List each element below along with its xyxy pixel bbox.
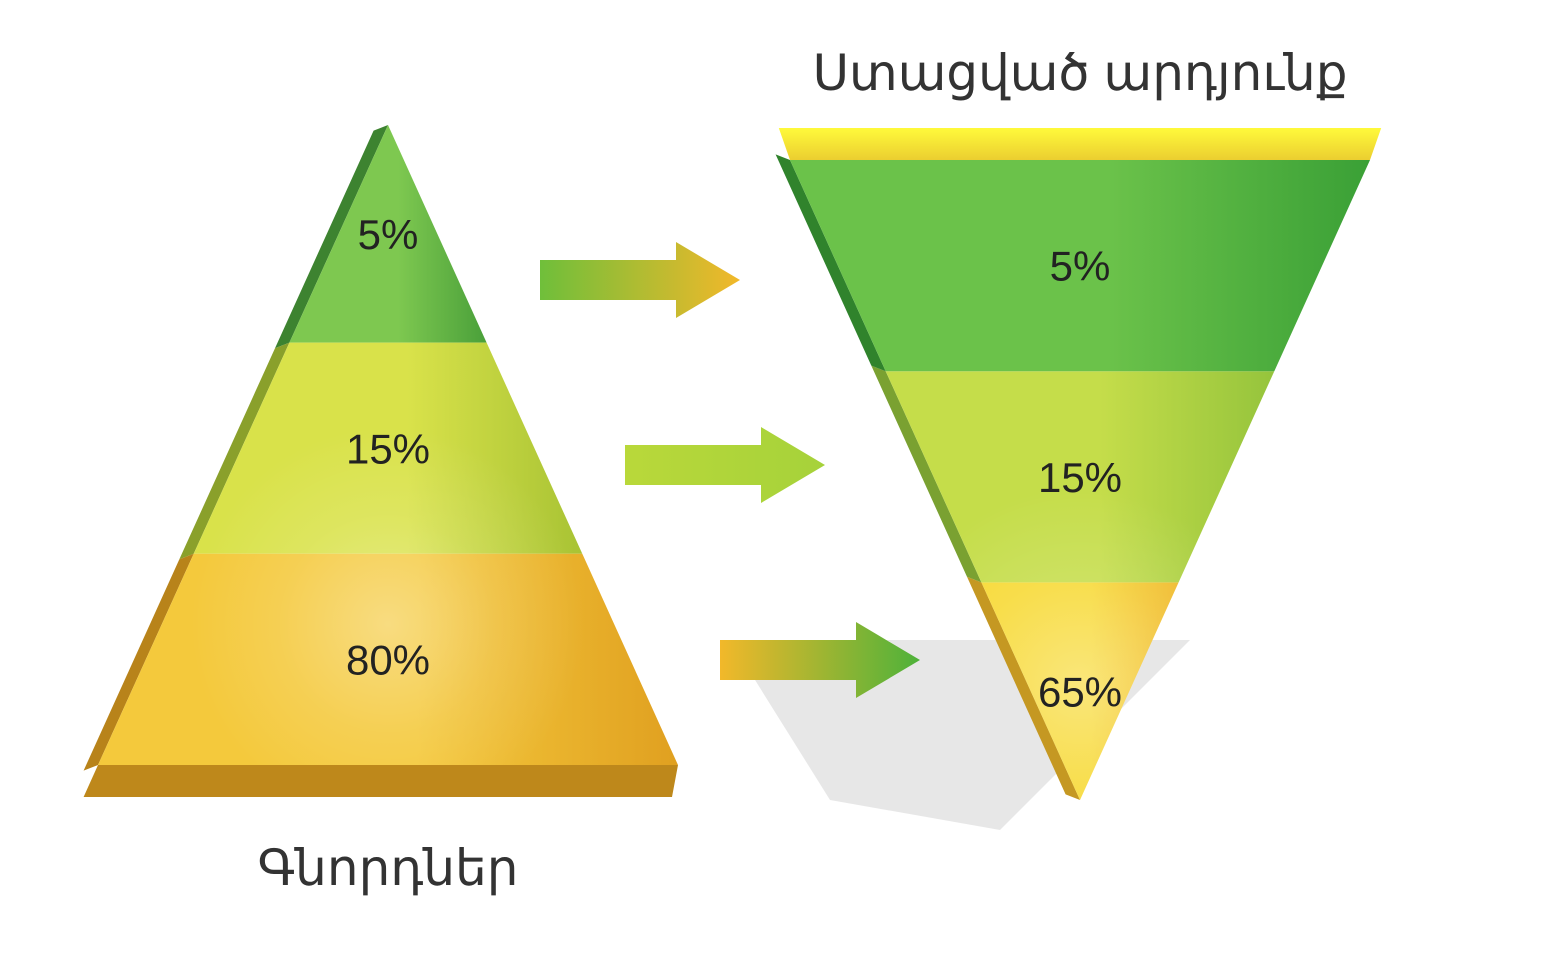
right-pyramid-label-0: 65% <box>1038 668 1122 715</box>
left-title: Գնորդներ <box>258 840 519 896</box>
right-pyramid-label-1: 15% <box>1038 454 1122 501</box>
left-pyramid-label-2: 80% <box>346 636 430 683</box>
arrow-1 <box>625 427 825 503</box>
right-title: Ստացված արդյունք <box>812 45 1347 101</box>
right-pyramid-label-2: 5% <box>1050 243 1111 290</box>
left-pyramid: 5% 15% 80% <box>84 125 678 821</box>
left-pyramid-sheen <box>191 427 585 821</box>
arrow-0 <box>540 242 740 318</box>
left-pyramid-label-0: 5% <box>358 211 419 258</box>
left-pyramid-base-lip <box>84 765 678 797</box>
right-pyramid-top-plate <box>779 128 1381 160</box>
infographic-canvas: 5% 15% 80% 65% 15% 5% Գնորդներ Ստացված արդյունք <box>0 0 1550 963</box>
left-pyramid-label-1: 15% <box>346 425 430 472</box>
